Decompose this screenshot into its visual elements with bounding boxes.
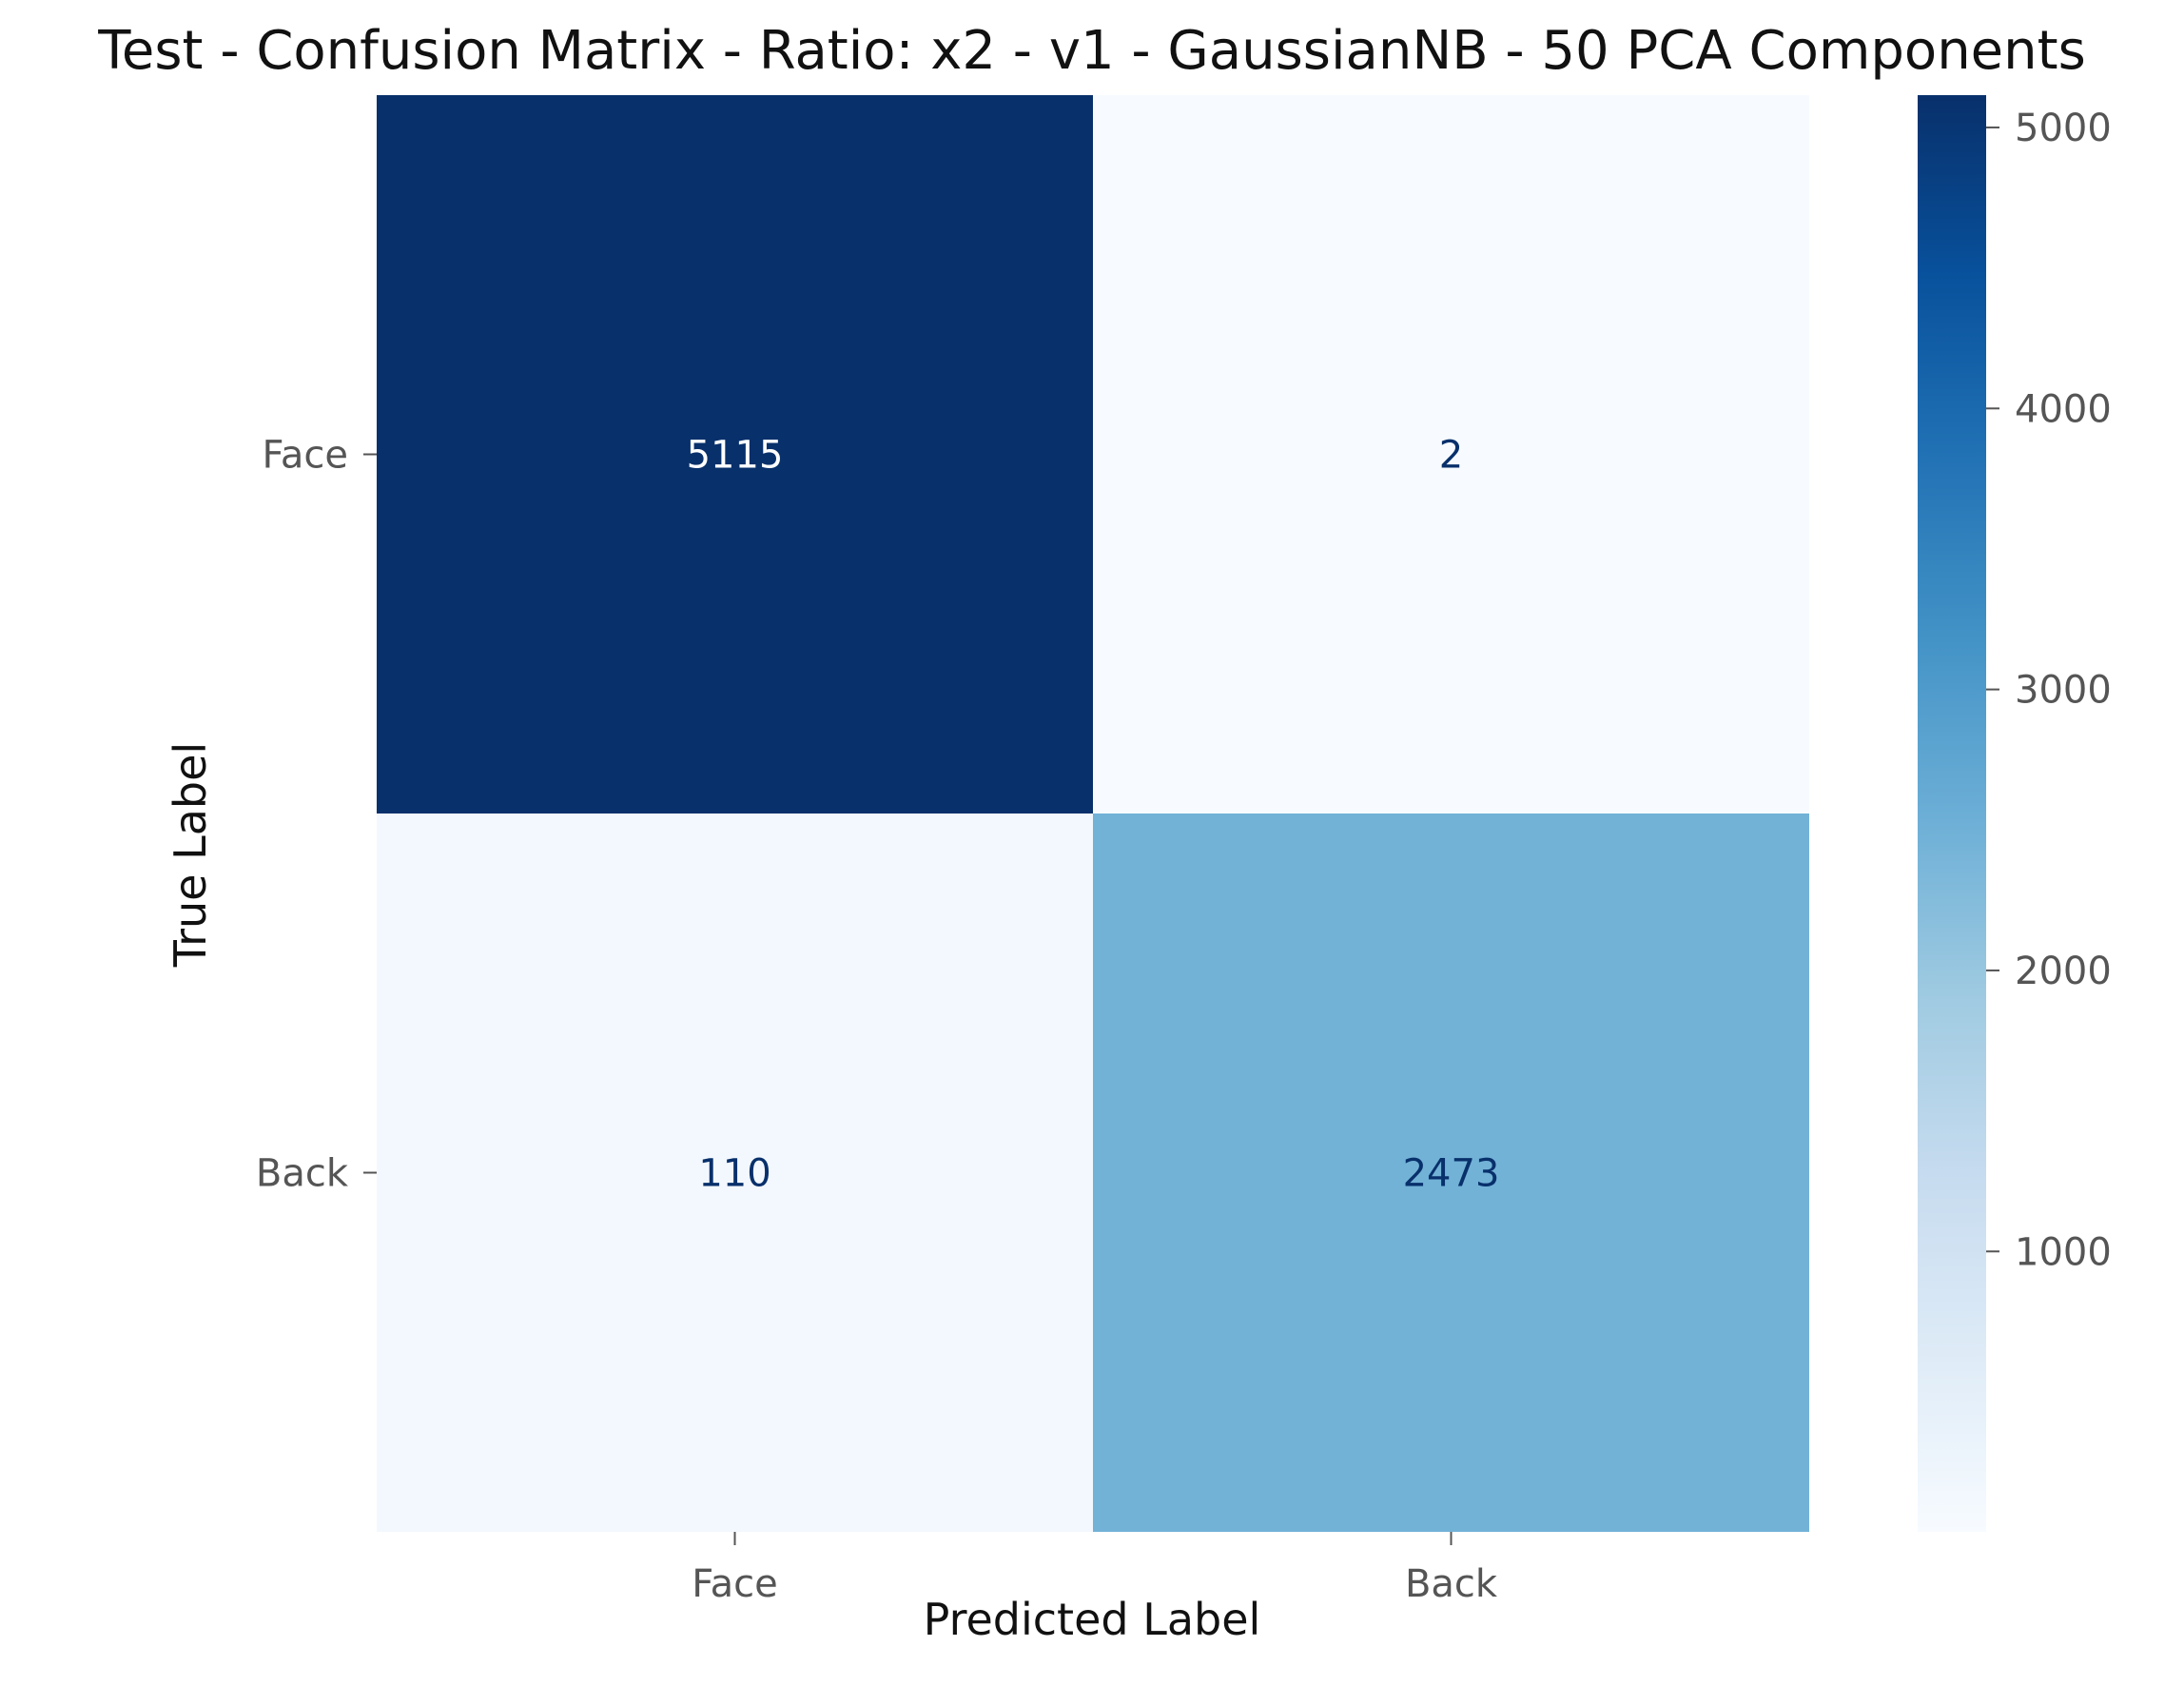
cell-value-label: 5115 — [687, 434, 784, 478]
colorbar-ticks: 1000 2000 3000 4000 5000 — [1986, 107, 2112, 1274]
x-axis-label: Predicted Label — [924, 1594, 1261, 1645]
x-tick-label: Face — [692, 1562, 777, 1606]
y-tick-label: Face — [263, 434, 348, 478]
heatmap-cell — [1093, 95, 1809, 814]
cell-value-label: 2 — [1439, 434, 1463, 478]
cell-value-label: 110 — [698, 1152, 770, 1196]
colorbar-tick-label: 4000 — [2015, 387, 2112, 431]
heatmap-cell — [1093, 814, 1809, 1532]
colorbar-tick-label: 3000 — [2015, 669, 2112, 713]
cell-value-label: 2473 — [1403, 1152, 1500, 1196]
colorbar-tick-label: 5000 — [2015, 107, 2112, 150]
x-axis-ticks: Face Back — [692, 1532, 1498, 1606]
heatmap-cell — [377, 95, 1093, 814]
heatmap-cell — [377, 814, 1093, 1532]
colorbar — [1918, 95, 1986, 1532]
y-axis-label: True Label — [165, 742, 216, 968]
x-tick-label: Back — [1405, 1562, 1498, 1606]
chart-title: Test - Confusion Matrix - Ratio: x2 - v1… — [97, 20, 2086, 82]
y-axis-ticks: Face Back — [256, 434, 377, 1196]
colorbar-tick-label: 2000 — [2015, 950, 2112, 993]
colorbar-tick-label: 1000 — [2015, 1230, 2112, 1274]
heatmap-cells: 5115 2 110 2473 — [377, 95, 1809, 1532]
y-tick-label: Back — [256, 1152, 349, 1196]
